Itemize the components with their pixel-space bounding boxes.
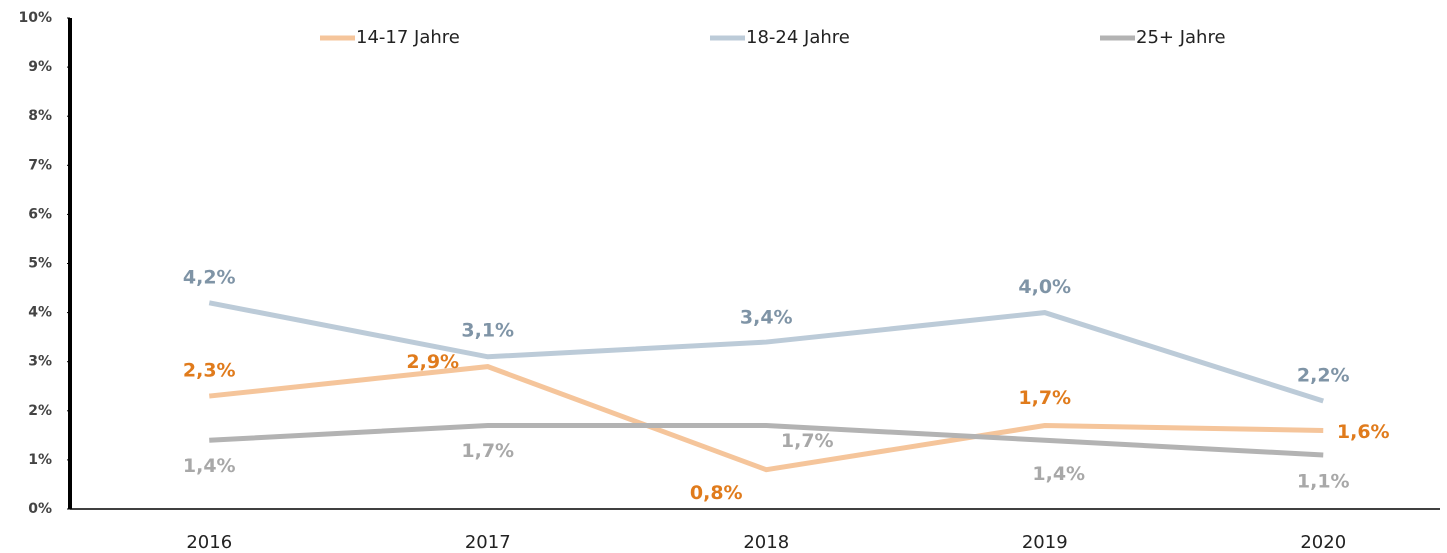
x-tick-label: 2016 xyxy=(186,532,232,553)
y-tick-label: 9% xyxy=(28,59,52,75)
data-label: 3,4% xyxy=(740,307,793,329)
y-tick-label: 7% xyxy=(28,157,52,173)
series-line xyxy=(209,423,1324,458)
data-label: 4,2% xyxy=(183,266,236,288)
y-tick-label: 0% xyxy=(28,501,52,517)
y-tick-label: 2% xyxy=(28,403,52,419)
y-tick-label: 10% xyxy=(18,10,52,26)
data-label: 1,4% xyxy=(183,455,236,477)
data-label: 4,0% xyxy=(1018,276,1071,298)
data-label: 2,2% xyxy=(1297,364,1350,386)
y-tick-label: 5% xyxy=(28,256,52,272)
data-label: 2,3% xyxy=(183,360,236,382)
y-tick-label: 1% xyxy=(28,452,52,468)
data-label: 2,9% xyxy=(406,351,459,373)
series-line xyxy=(208,300,1325,404)
y-tick-label: 8% xyxy=(28,108,52,124)
x-tick-label: 2017 xyxy=(465,532,511,553)
x-tick-label: 2018 xyxy=(743,532,789,553)
x-tick-label: 2020 xyxy=(1300,532,1346,553)
legend-label: 14-17 Jahre xyxy=(356,27,460,48)
y-tick-label: 4% xyxy=(28,305,52,321)
y-tick-label: 3% xyxy=(28,354,52,370)
data-label: 0,8% xyxy=(690,482,743,504)
legend-label: 18-24 Jahre xyxy=(746,27,850,48)
data-label: 1,4% xyxy=(1032,463,1085,485)
series-line xyxy=(208,364,1324,473)
y-tick-label: 6% xyxy=(28,206,52,222)
data-label: 1,7% xyxy=(781,430,834,452)
data-label: 1,7% xyxy=(1018,387,1071,409)
data-label: 1,6% xyxy=(1337,421,1390,443)
x-tick-label: 2019 xyxy=(1022,532,1068,553)
data-label: 3,1% xyxy=(461,319,514,341)
legend-label: 25+ Jahre xyxy=(1136,27,1226,48)
data-label: 1,1% xyxy=(1297,470,1350,492)
data-label: 1,7% xyxy=(461,440,514,462)
